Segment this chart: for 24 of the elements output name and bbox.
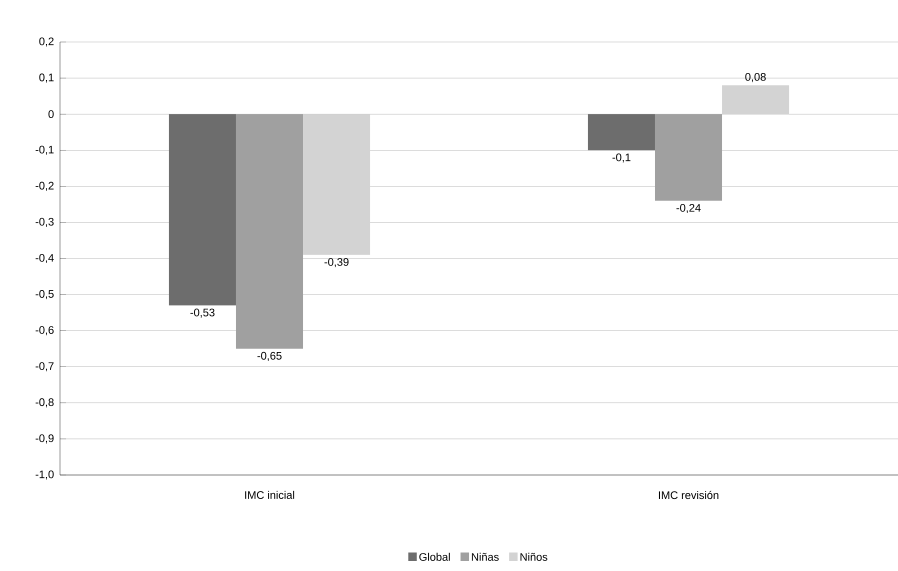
y-tick-label: -0,1 bbox=[36, 146, 54, 155]
y-tick-label: -0,8 bbox=[36, 398, 54, 408]
legend-label: Global bbox=[419, 552, 450, 561]
data-label: -0,24 bbox=[676, 204, 701, 214]
y-tick-label: -0,5 bbox=[36, 290, 54, 300]
y-tick-label: 0,1 bbox=[39, 74, 54, 83]
y-tick-label: -0,7 bbox=[36, 362, 54, 372]
y-tick-label: -0,3 bbox=[36, 218, 54, 227]
x-tick-label: IMC inicial bbox=[245, 490, 294, 499]
data-label: -0,53 bbox=[190, 308, 215, 318]
y-tick-label: -1,0 bbox=[36, 470, 54, 480]
y-tick-label: -0,6 bbox=[36, 326, 54, 336]
legend-label: Niños bbox=[520, 552, 548, 561]
y-tick-label: -0,9 bbox=[36, 434, 54, 444]
x-tick-label: IMC revisión bbox=[658, 490, 718, 500]
y-tick-label: -0,4 bbox=[36, 254, 54, 264]
y-tick-label: 0,2 bbox=[39, 37, 54, 47]
data-label: 0,08 bbox=[745, 73, 766, 82]
data-label: -0,39 bbox=[324, 258, 349, 268]
legend-label: Niñas bbox=[472, 552, 499, 561]
data-label: -0,1 bbox=[612, 153, 630, 163]
data-label: -0,65 bbox=[257, 352, 282, 361]
y-tick-label: 0 bbox=[48, 110, 54, 118]
y-tick-label: -0,2 bbox=[36, 182, 54, 191]
